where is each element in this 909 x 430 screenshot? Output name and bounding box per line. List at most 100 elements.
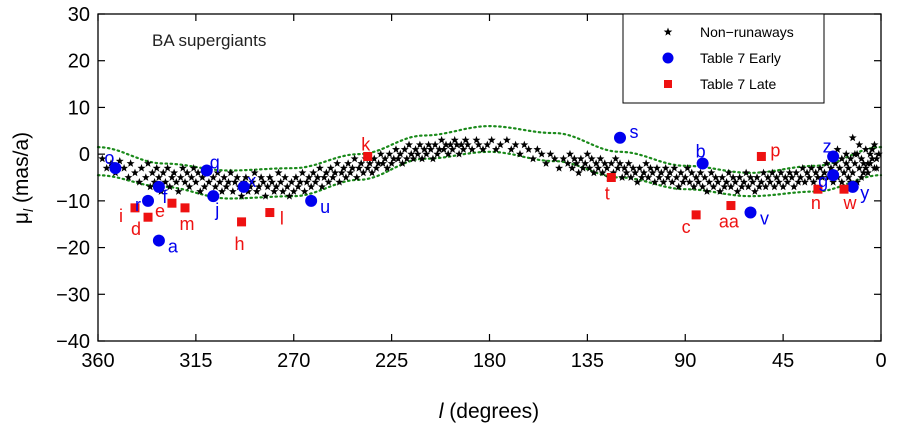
non-runaway-point bbox=[450, 135, 459, 144]
legend-circle-icon bbox=[662, 52, 674, 64]
envelope-upper bbox=[96, 124, 883, 174]
non-runaway-point bbox=[755, 182, 764, 191]
early-point bbox=[142, 194, 155, 207]
non-runaway-point bbox=[174, 187, 183, 195]
late-point bbox=[130, 203, 140, 213]
non-runaway-point bbox=[720, 182, 729, 191]
non-runaway-point bbox=[794, 178, 803, 186]
non-runaway-point bbox=[555, 164, 564, 172]
non-runaway-point bbox=[348, 164, 357, 172]
non-runaway-point bbox=[209, 173, 218, 181]
point-label: i bbox=[119, 206, 123, 226]
non-runaway-point bbox=[468, 145, 477, 153]
non-runaway-point bbox=[583, 149, 592, 158]
non-runaway-point bbox=[807, 164, 816, 172]
non-runaway-point bbox=[666, 168, 674, 177]
non-runaway-point bbox=[603, 164, 611, 172]
non-runaway-point bbox=[146, 182, 155, 191]
y-axis-title-rest: (mas/a) bbox=[10, 132, 33, 209]
non-runaway-point bbox=[263, 182, 272, 191]
non-runaway-point bbox=[415, 140, 424, 149]
non-runaway-point bbox=[759, 168, 768, 177]
non-runaway-point bbox=[742, 168, 751, 177]
late-point bbox=[691, 210, 701, 220]
non-runaway-point bbox=[870, 140, 879, 149]
non-runaway-point bbox=[787, 173, 796, 181]
non-runaway-point bbox=[772, 173, 781, 181]
non-runaway-point bbox=[833, 145, 842, 153]
non-runaway-point bbox=[655, 173, 664, 181]
non-runaway-point bbox=[355, 164, 363, 172]
non-runaway-point bbox=[663, 173, 672, 181]
non-runaway-point bbox=[657, 168, 666, 177]
non-runaway-point bbox=[576, 154, 585, 163]
non-runaway-point bbox=[154, 173, 163, 181]
point-label: u bbox=[320, 197, 330, 217]
non-runaway-point bbox=[150, 178, 159, 186]
point-label: x bbox=[247, 171, 256, 191]
non-runaway-point bbox=[387, 159, 396, 167]
late-points bbox=[130, 151, 849, 227]
non-runaway-point bbox=[837, 178, 846, 186]
non-runaway-point bbox=[302, 178, 311, 186]
non-runaway-point bbox=[215, 178, 224, 186]
non-runaway-point bbox=[616, 159, 624, 167]
non-runaway-point bbox=[424, 140, 433, 149]
y-tick-label: 10 bbox=[68, 97, 90, 119]
non-runaway-point bbox=[855, 140, 864, 149]
x-tick-label: 270 bbox=[277, 350, 310, 372]
y-tick-label: 0 bbox=[79, 144, 90, 166]
point-label: o bbox=[104, 148, 114, 168]
non-runaway-point bbox=[289, 187, 298, 195]
non-runaway-point bbox=[737, 182, 746, 191]
non-runaway-point bbox=[624, 159, 633, 167]
non-runaway-point bbox=[368, 168, 376, 177]
non-runaway-point bbox=[861, 164, 870, 172]
non-runaway-point bbox=[300, 187, 309, 195]
non-runaway-point bbox=[322, 168, 331, 177]
late-point bbox=[143, 212, 153, 222]
non-runaway-point bbox=[120, 164, 129, 172]
non-runaway-point bbox=[394, 154, 403, 163]
late-point bbox=[606, 173, 616, 182]
non-runaway-point bbox=[563, 159, 572, 167]
non-runaway-point bbox=[257, 173, 266, 181]
non-runaway-point bbox=[829, 178, 838, 186]
non-runaway-point bbox=[792, 168, 801, 177]
non-runaway-point bbox=[248, 178, 257, 186]
non-runaway-point bbox=[496, 140, 505, 149]
non-runaway-point bbox=[265, 173, 274, 181]
non-runaway-point bbox=[707, 168, 716, 177]
non-runaway-point bbox=[315, 164, 324, 172]
non-runaway-point bbox=[320, 173, 329, 181]
non-runaway-point bbox=[796, 173, 805, 181]
non-runaway-point bbox=[568, 164, 577, 172]
x-tick-label: 90 bbox=[674, 350, 696, 372]
early-point bbox=[109, 162, 122, 175]
non-runaway-point bbox=[339, 164, 348, 172]
non-runaway-point bbox=[750, 187, 759, 195]
non-runaway-point bbox=[196, 187, 205, 195]
non-runaway-point bbox=[455, 149, 463, 158]
non-runaway-point bbox=[213, 168, 222, 177]
non-runaway-point bbox=[222, 182, 231, 191]
non-runaway-point bbox=[350, 154, 359, 163]
non-runaway-point bbox=[868, 154, 877, 163]
non-runaway-point bbox=[722, 178, 731, 186]
non-runaway-point bbox=[718, 173, 727, 181]
non-runaway-point bbox=[344, 159, 353, 167]
non-runaway-point bbox=[613, 164, 622, 172]
non-runaway-point bbox=[696, 168, 705, 177]
non-runaway-point bbox=[313, 173, 322, 181]
early-point bbox=[200, 164, 213, 177]
non-runaway-point bbox=[383, 164, 392, 172]
non-runaway-point bbox=[459, 145, 468, 153]
non-runaway-point bbox=[276, 178, 285, 186]
non-runaway-point bbox=[335, 178, 344, 186]
non-runaway-point bbox=[124, 173, 133, 181]
non-runaway-point bbox=[729, 173, 738, 181]
non-runaway-point bbox=[661, 164, 670, 172]
non-runaway-point bbox=[396, 149, 405, 158]
non-runaway-point bbox=[713, 178, 722, 186]
